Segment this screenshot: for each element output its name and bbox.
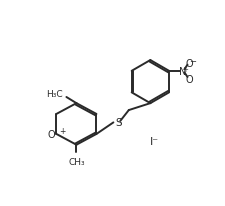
Text: N: N [179, 67, 187, 76]
Text: +: + [59, 127, 65, 136]
Text: −: − [189, 57, 196, 66]
Text: CH₃: CH₃ [68, 157, 85, 166]
Text: H₃C: H₃C [46, 90, 63, 99]
Text: +: + [183, 66, 189, 72]
Text: O: O [47, 129, 55, 139]
Text: S: S [115, 118, 122, 128]
Text: O: O [185, 59, 193, 69]
Text: I⁻: I⁻ [150, 136, 159, 146]
Text: O: O [185, 74, 193, 84]
